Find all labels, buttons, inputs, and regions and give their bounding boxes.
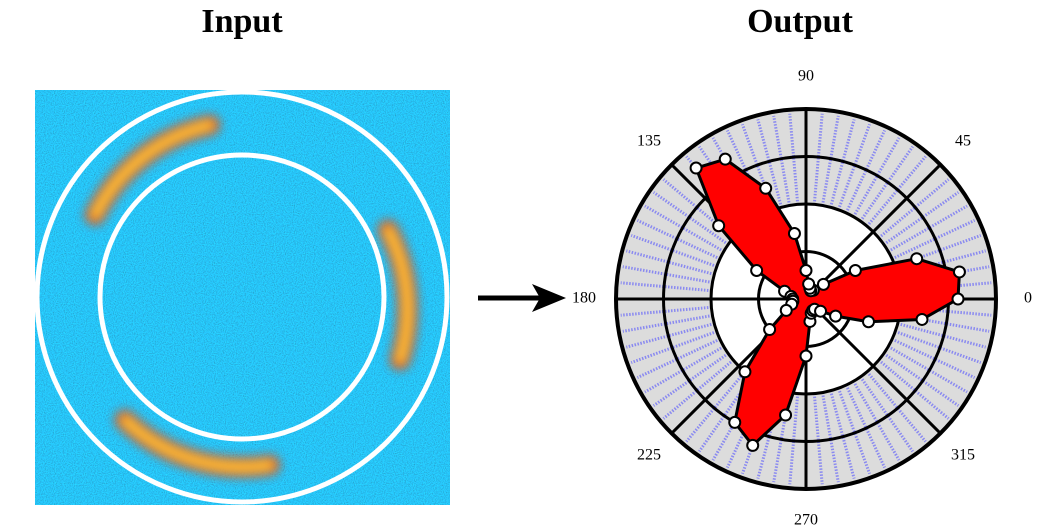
spoke (804, 163, 942, 301)
angle-label: 90 (798, 68, 814, 85)
angle-label: 45 (955, 133, 971, 150)
minor-spoke (882, 191, 960, 246)
minor-spoke (821, 115, 840, 206)
minor-spoke (837, 387, 872, 475)
minor-spoke (788, 113, 800, 205)
data-point (802, 277, 816, 291)
minor-spoke (859, 375, 914, 453)
minor-spoke (865, 370, 927, 443)
minor-spoke (644, 204, 725, 253)
data-point (861, 315, 875, 329)
data-point (779, 303, 793, 317)
data-point (738, 365, 752, 379)
angle-label: 270 (794, 512, 818, 529)
minor-spoke (652, 352, 730, 407)
minor-spoke (685, 370, 747, 443)
minor-spoke (662, 358, 735, 420)
minor-spoke (852, 380, 901, 461)
minor-spoke (829, 118, 856, 208)
minor-spoke (882, 352, 960, 407)
minor-spoke (622, 265, 713, 284)
minor-spoke (625, 249, 715, 276)
spoke (804, 297, 942, 435)
minor-spoke (894, 330, 982, 365)
minor-spoke (652, 191, 730, 246)
angle-label: 315 (951, 447, 975, 464)
data-point (779, 408, 793, 422)
angle-label: 0 (1024, 290, 1032, 307)
minor-spoke (891, 219, 976, 261)
minor-spoke (844, 129, 886, 214)
minor-spoke (887, 345, 968, 394)
data-point (799, 349, 813, 363)
minor-spoke (844, 384, 886, 469)
minor-spoke (644, 345, 725, 394)
minor-spoke (852, 137, 901, 218)
data-point (951, 292, 965, 306)
arrow (478, 284, 566, 312)
minor-spoke (772, 115, 791, 206)
data-point (787, 227, 801, 241)
input-image (35, 90, 450, 505)
data-point (759, 181, 773, 195)
data-point (718, 152, 732, 166)
minor-spoke (859, 145, 914, 223)
data-point (750, 264, 764, 277)
data-point (712, 219, 726, 233)
angle-label: 180 (572, 290, 596, 307)
data-point (952, 265, 966, 279)
data-point (848, 264, 862, 277)
angle-label: 225 (637, 447, 661, 464)
minor-spoke (756, 118, 783, 208)
chart-title: Output (747, 3, 853, 40)
minor-spoke (630, 330, 718, 365)
data-point (746, 438, 760, 452)
minor-spoke (877, 358, 950, 420)
angle-label: 135 (637, 133, 661, 150)
minor-spoke (620, 281, 712, 293)
data-point (814, 304, 828, 318)
input-title: Input (201, 3, 283, 40)
minor-spoke (812, 393, 824, 485)
data-point (829, 309, 843, 323)
minor-spoke (625, 322, 715, 349)
data-point (799, 264, 813, 277)
data-point (816, 277, 830, 291)
polar-plot: 0 45 90 135 180 225 270 315 (572, 68, 1032, 529)
minor-spoke (622, 314, 713, 333)
minor-spoke (812, 113, 824, 205)
minor-spoke (887, 204, 968, 253)
minor-spoke (891, 337, 976, 379)
minor-spoke (636, 219, 721, 261)
minor-spoke (897, 322, 987, 349)
minor-spoke (837, 123, 872, 211)
minor-spoke (620, 305, 712, 317)
minor-spoke (788, 393, 800, 485)
data-point (910, 252, 924, 266)
minor-spoke (877, 178, 950, 240)
minor-spoke (829, 390, 856, 480)
minor-spoke (630, 233, 718, 268)
data-point (689, 161, 703, 175)
data-point (763, 323, 777, 337)
data-point (915, 312, 929, 326)
minor-spoke (636, 337, 721, 379)
minor-spoke (865, 155, 927, 228)
data-point (728, 415, 742, 429)
minor-spoke (821, 392, 840, 483)
